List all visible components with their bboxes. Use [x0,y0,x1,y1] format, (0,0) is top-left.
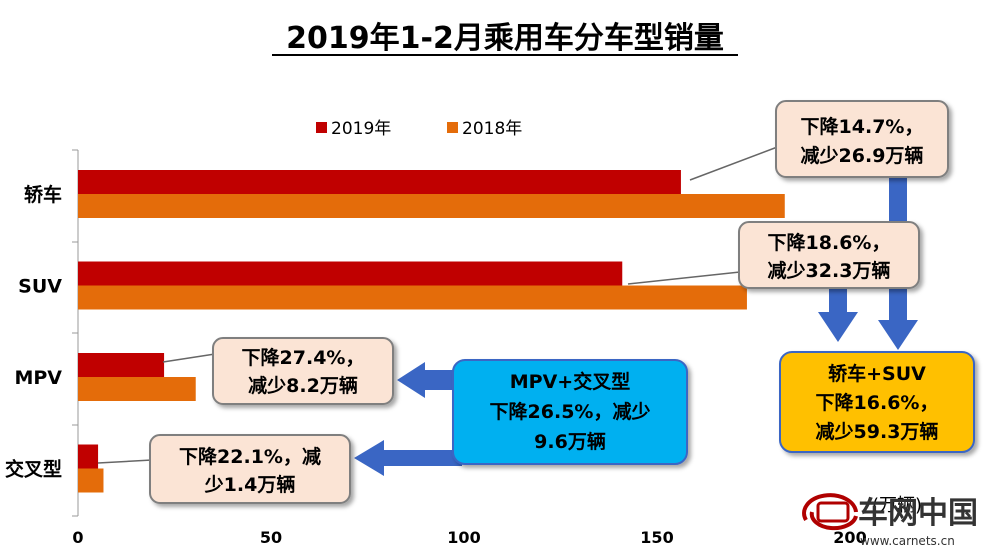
summary-sedan-suv-line1: 轿车+SUV [828,362,926,385]
watermark-brand: 车网中国 [858,496,978,531]
callout-suv-line2: 减少32.3万辆 [768,259,891,282]
x-tick-label: 200 [833,528,866,547]
callout-mpv-line2: 减少8.2万辆 [248,374,358,397]
category-label: MPV [14,367,62,389]
callout-sedan-line2: 减少26.9万辆 [801,144,924,167]
callout-sedan [775,100,949,178]
watermark-logo: 车网中国 www.carnets.cn [802,493,978,548]
summary-mpv-cross-line2: 下降26.5%，减少 [490,400,651,423]
logo-emblem-icon [816,501,850,523]
unit-label: (万辆) [872,495,922,516]
summary-sedan-suv-box [779,351,975,453]
callout-mpv [212,337,394,405]
leader-mpv [162,353,216,363]
bar-2019-0 [78,170,681,194]
category-label: 交叉型 [5,458,62,481]
legend-swatch-2018 [447,122,458,133]
chart-title: 2019年1-2月乘用车分车型销量 [286,21,724,56]
bar-2018-0 [78,194,785,218]
watermark-url: www.carnets.cn [860,534,955,548]
x-tick-label: 150 [640,528,673,547]
arrow-suv-down [818,283,858,342]
bar-2018-3 [78,468,104,493]
callout-suv [738,221,920,289]
x-tick-label: 50 [260,528,282,547]
summary-sedan-suv-line3: 减少59.3万辆 [816,420,939,443]
callout-cross [149,434,351,504]
legend-label-2018: 2018年 [462,119,522,139]
leader-sedan [689,145,781,181]
x-tick-label: 100 [447,528,480,547]
bar-2018-1 [78,285,747,310]
bar-2019-3 [78,444,99,469]
x-tick-label: 0 [72,528,83,547]
callout-mpv-line1: 下降27.4%， [242,346,365,369]
callout-suv-line1: 下降18.6%， [768,231,891,254]
legend-swatch-2019 [316,122,327,133]
callout-cross-line2: 少1.4万辆 [204,473,296,496]
category-label: SUV [18,276,62,298]
summary-mpv-cross-line1: MPV+交叉型 [510,370,630,393]
legend-label-2019: 2019年 [331,119,391,139]
logo-emblem-icon [802,493,858,531]
bar-2019-2 [78,353,165,377]
bar-2018-2 [78,377,196,401]
arrow-to-mpv [397,362,455,398]
leader-cross [97,459,153,464]
leader-suv [627,271,741,285]
summary-mpv-cross-box [452,359,688,465]
category-label: 轿车 [24,183,62,206]
callout-sedan-line1: 下降14.7%， [801,115,924,138]
summary-sedan-suv-line2: 下降16.6%， [816,391,939,414]
bar-2019-1 [78,261,623,286]
callout-cross-line1: 下降22.1%，减 [179,445,321,468]
arrow-to-cross [354,440,462,476]
summary-mpv-cross-line3: 9.6万辆 [534,430,606,453]
